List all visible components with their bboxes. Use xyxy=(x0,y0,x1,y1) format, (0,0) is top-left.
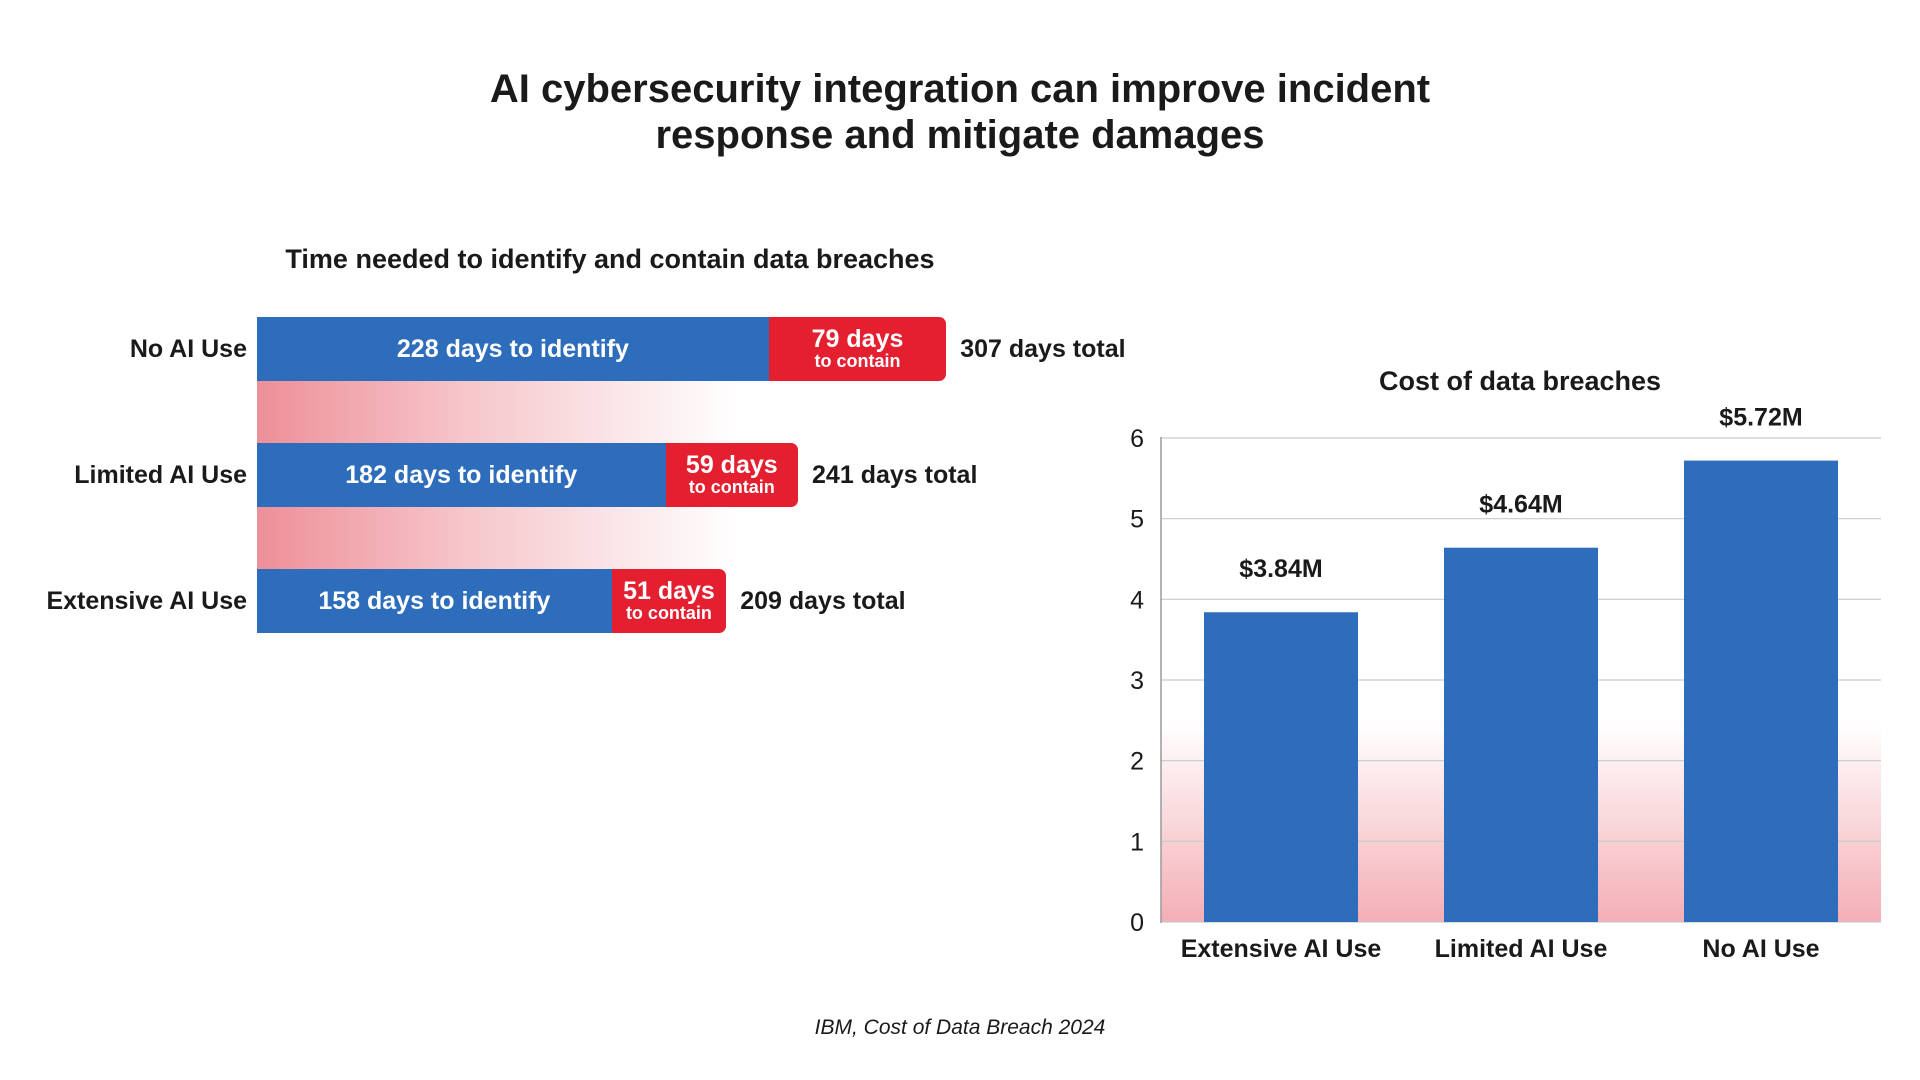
cost-bar xyxy=(1204,612,1358,922)
cost-bar xyxy=(1684,460,1838,922)
x-tick-label: Extensive AI Use xyxy=(1181,935,1382,963)
contain-segment: 79 days to contain xyxy=(768,317,947,381)
total-label: 307 days total xyxy=(960,335,1126,363)
contain-days-label: 59 days xyxy=(685,451,778,479)
identify-segment: 228 days to identify xyxy=(257,317,769,381)
time-chart-title: Time needed to identify and contain data… xyxy=(285,244,935,274)
contain-sublabel: to contain xyxy=(814,351,901,371)
identify-segment: 182 days to identify xyxy=(257,443,666,507)
row-label-limited-ai: Limited AI Use xyxy=(74,461,247,489)
x-tick-label: Limited AI Use xyxy=(1435,935,1608,963)
gradient-band xyxy=(257,507,737,569)
contain-sublabel: to contain xyxy=(688,477,775,497)
contain-segment: 51 days to contain xyxy=(611,569,727,633)
chart-title-line-2: response and mitigate damages xyxy=(655,113,1265,157)
y-tick-label: 0 xyxy=(1130,909,1144,937)
cost-chart-title: Cost of data breaches xyxy=(1378,366,1662,396)
bar-value-label: $4.64M xyxy=(1479,491,1562,519)
contain-sublabel: to contain xyxy=(625,603,712,623)
bar-value-label: $5.72M xyxy=(1719,404,1802,432)
total-label: 209 days total xyxy=(740,587,906,615)
identify-segment: 158 days to identify xyxy=(257,569,612,633)
total-label: 241 days total xyxy=(812,461,978,489)
x-axis-labels: Extensive AI Use Limited AI Use No AI Use xyxy=(1181,935,1820,963)
contain-segment: 59 days to contain xyxy=(665,443,799,507)
contain-days-label: 51 days xyxy=(623,577,715,605)
row-label-no-ai: No AI Use xyxy=(129,335,247,363)
y-tick-label: 2 xyxy=(1130,748,1144,776)
y-tick-label: 3 xyxy=(1130,667,1144,695)
y-axis-ticks: 0 1 2 3 4 5 6 xyxy=(1130,425,1144,937)
bar-value-label: $3.84M xyxy=(1239,555,1322,583)
cost-bars xyxy=(1204,460,1838,922)
y-tick-label: 4 xyxy=(1130,586,1144,614)
row-label-extensive-ai: Extensive AI Use xyxy=(46,587,247,615)
y-tick-label: 1 xyxy=(1130,828,1144,856)
chart-title: AI cybersecurity integration can improve… xyxy=(0,66,1920,158)
source-caption: IBM, Cost of Data Breach 2024 xyxy=(814,1016,1106,1039)
value-labels: $3.84M $4.64M $5.72M xyxy=(1239,404,1802,584)
y-tick-label: 5 xyxy=(1130,506,1144,534)
chart-title-line-1: AI cybersecurity integration can improve… xyxy=(489,67,1431,111)
contain-days-label: 79 days xyxy=(811,325,904,353)
cost-bar xyxy=(1444,547,1598,922)
x-tick-label: No AI Use xyxy=(1702,935,1819,963)
gradient-band xyxy=(257,381,737,443)
y-tick-label: 6 xyxy=(1130,425,1144,453)
